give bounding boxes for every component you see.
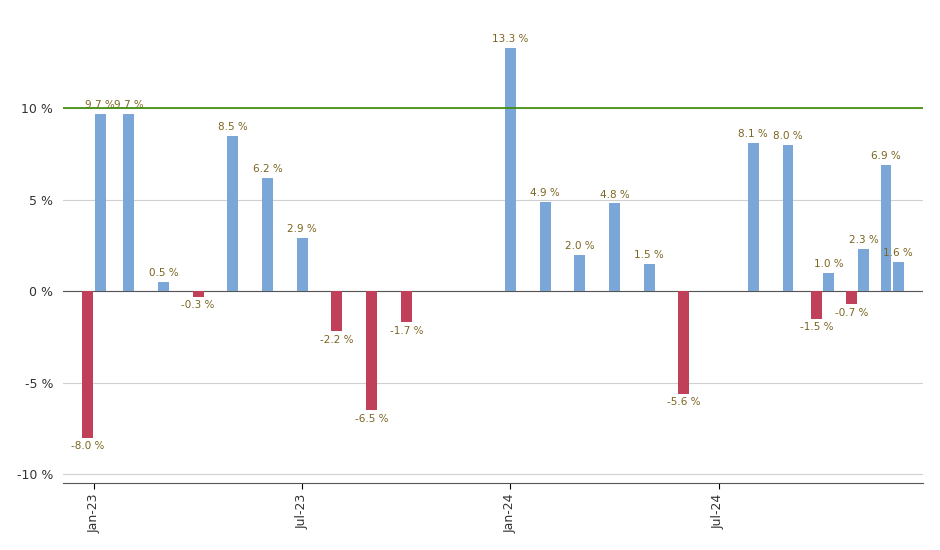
- Bar: [297, 238, 307, 292]
- Text: -1.7 %: -1.7 %: [389, 326, 423, 336]
- Text: -5.6 %: -5.6 %: [667, 398, 700, 408]
- Text: 1.6 %: 1.6 %: [884, 248, 913, 258]
- Bar: [193, 292, 204, 296]
- Text: -6.5 %: -6.5 %: [354, 414, 388, 424]
- Bar: [644, 264, 654, 292]
- Text: 2.0 %: 2.0 %: [565, 241, 595, 251]
- Bar: [400, 292, 412, 322]
- Text: -0.3 %: -0.3 %: [181, 300, 214, 310]
- Bar: [858, 249, 869, 292]
- Text: 9.7 %: 9.7 %: [86, 100, 115, 110]
- Bar: [227, 136, 238, 292]
- Text: 4.8 %: 4.8 %: [600, 190, 630, 200]
- Bar: [893, 262, 903, 292]
- Bar: [574, 255, 586, 292]
- Text: 4.9 %: 4.9 %: [530, 188, 560, 198]
- Bar: [262, 178, 273, 292]
- Bar: [332, 292, 342, 332]
- Text: -2.2 %: -2.2 %: [321, 335, 353, 345]
- Text: 9.7 %: 9.7 %: [114, 100, 144, 110]
- Bar: [158, 282, 169, 292]
- Bar: [823, 273, 834, 292]
- Bar: [609, 204, 620, 292]
- Text: 2.9 %: 2.9 %: [288, 224, 317, 234]
- Bar: [95, 114, 105, 292]
- Text: -8.0 %: -8.0 %: [71, 441, 104, 452]
- Text: 13.3 %: 13.3 %: [493, 34, 528, 44]
- Bar: [83, 292, 93, 438]
- Bar: [367, 292, 377, 410]
- Text: 1.0 %: 1.0 %: [814, 259, 843, 270]
- Text: -1.5 %: -1.5 %: [800, 322, 834, 332]
- Bar: [846, 292, 856, 304]
- Bar: [505, 48, 516, 292]
- Text: 8.0 %: 8.0 %: [774, 131, 803, 141]
- Text: 0.5 %: 0.5 %: [149, 268, 179, 278]
- Text: 6.2 %: 6.2 %: [253, 164, 282, 174]
- Bar: [540, 201, 551, 292]
- Text: 8.1 %: 8.1 %: [739, 129, 768, 139]
- Bar: [881, 165, 891, 292]
- Text: 2.3 %: 2.3 %: [849, 235, 878, 245]
- Bar: [811, 292, 822, 318]
- Bar: [679, 292, 689, 394]
- Text: 8.5 %: 8.5 %: [218, 122, 247, 132]
- Bar: [748, 143, 759, 292]
- Text: 6.9 %: 6.9 %: [871, 151, 901, 161]
- Bar: [782, 145, 793, 292]
- Text: -0.7 %: -0.7 %: [835, 307, 868, 318]
- Text: 1.5 %: 1.5 %: [634, 250, 664, 260]
- Bar: [123, 114, 134, 292]
